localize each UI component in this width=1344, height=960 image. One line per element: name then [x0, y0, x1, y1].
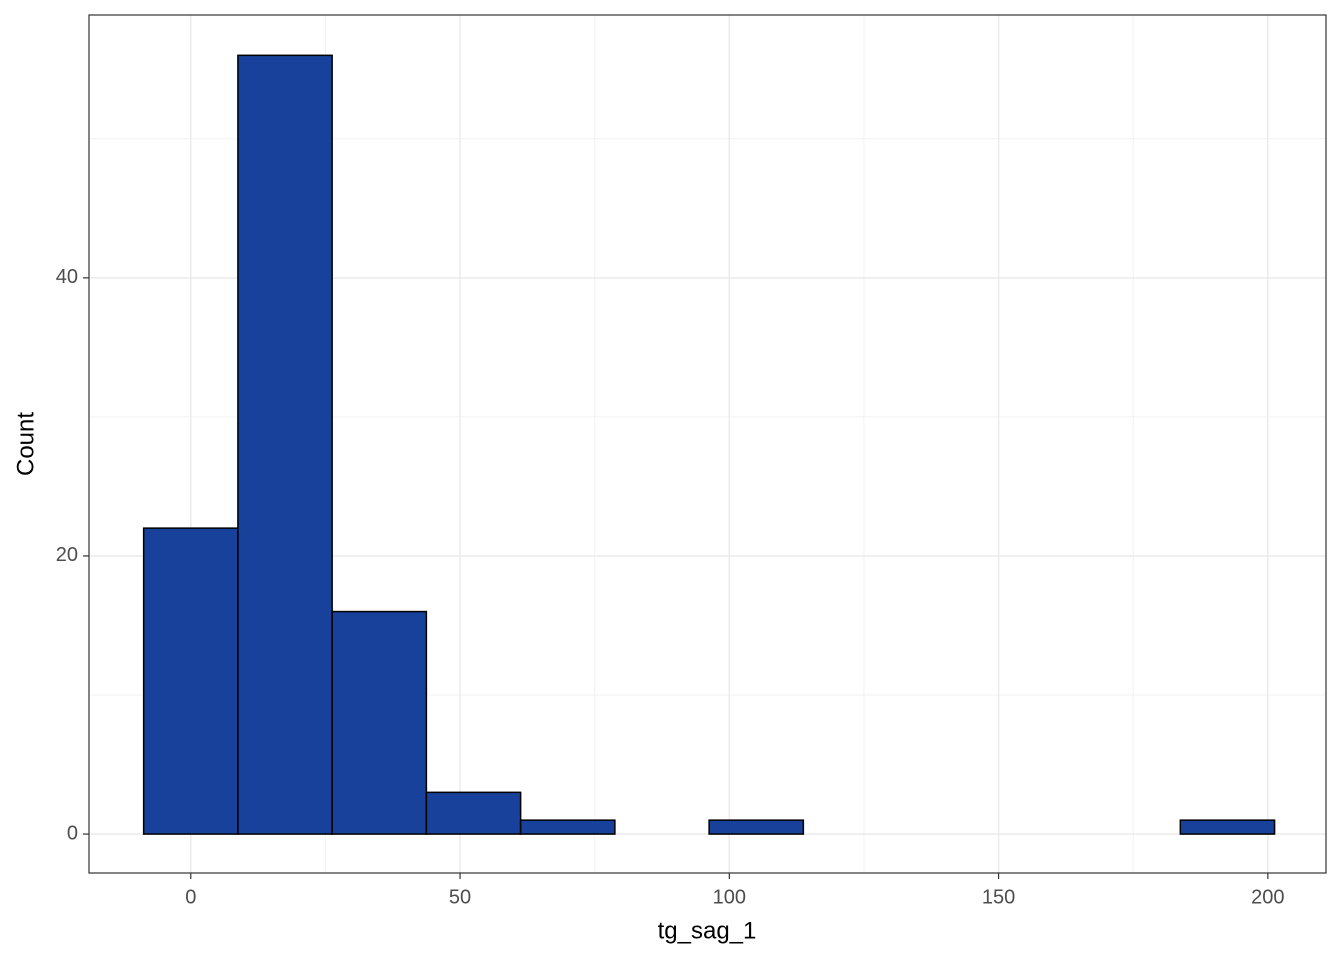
- panel-border: [88, 14, 1327, 874]
- bars: [142, 54, 1276, 835]
- x-tick-label: 0: [185, 886, 196, 908]
- x-tick-label: 150: [982, 886, 1015, 908]
- grid: [89, 15, 1326, 873]
- bar: [708, 819, 805, 835]
- x-tick-label: 50: [449, 886, 471, 908]
- bar: [237, 54, 333, 835]
- y-tick-label: 40: [56, 266, 78, 288]
- y-tick-label: 0: [67, 822, 78, 844]
- axes: 0 50 100 150 200 0 20 40: [56, 266, 1285, 908]
- bar: [519, 819, 616, 835]
- bar: [142, 527, 239, 835]
- y-tick-label: 20: [56, 544, 78, 566]
- bar: [425, 791, 522, 835]
- x-tick-label: 200: [1251, 886, 1284, 908]
- y-axis-title: Count: [12, 412, 39, 476]
- x-tick-label: 100: [713, 886, 746, 908]
- bar: [1179, 819, 1276, 835]
- x-axis-title: tg_sag_1: [658, 917, 757, 944]
- bar: [331, 610, 428, 835]
